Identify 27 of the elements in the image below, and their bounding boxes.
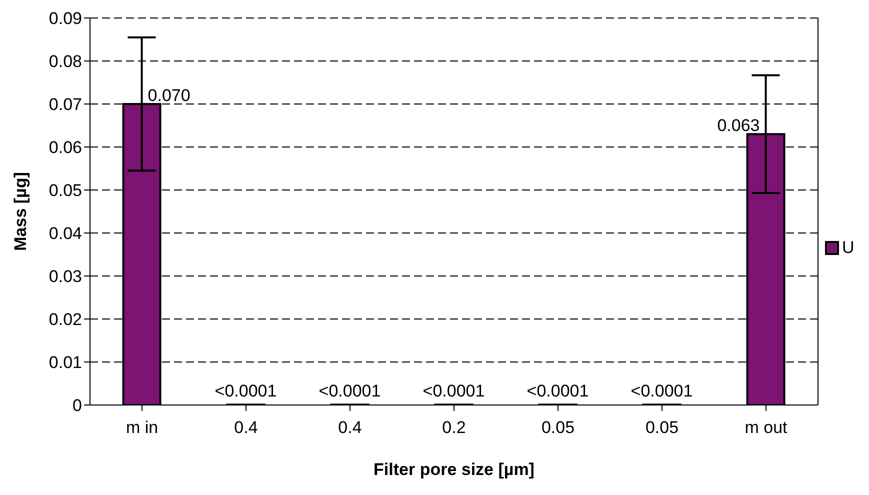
x-tick-label: 0.05 [541,418,575,438]
y-axis-title: Mass [µg] [11,172,30,251]
x-tick-label: 0.2 [442,418,466,438]
legend-label: U [841,238,856,258]
x-tick-label: m out [744,418,788,438]
y-tick-label: 0 [72,396,82,416]
x-axis-title: Filter pore size [µm] [374,460,534,479]
y-tick-label: 0.01 [48,353,82,372]
data-label: <0.0001 [630,382,693,401]
y-tick-label: 0.03 [48,267,82,286]
data-label: 0.070 [148,86,190,105]
data-label: 0.063 [717,116,760,136]
y-tick-label: 0.05 [48,181,82,200]
x-tick-label: 0.4 [234,418,258,438]
data-label: <0.0001 [422,382,485,401]
data-label: <0.0001 [526,382,589,401]
y-tick-label: 0.04 [48,224,82,244]
y-tick-label: 0.02 [48,310,82,330]
y-tick-label: 0.09 [48,9,82,28]
y-tick-label: 0.07 [48,95,82,114]
x-tick-label: 0.4 [338,418,362,438]
data-label: <0.0001 [318,382,381,401]
x-tick-label: 0.05 [645,418,679,438]
data-label: <0.0001 [214,382,277,401]
y-tick-label: 0.06 [48,138,82,158]
x-tick-label: m in [126,418,158,438]
y-tick-label: 0.08 [48,52,82,72]
